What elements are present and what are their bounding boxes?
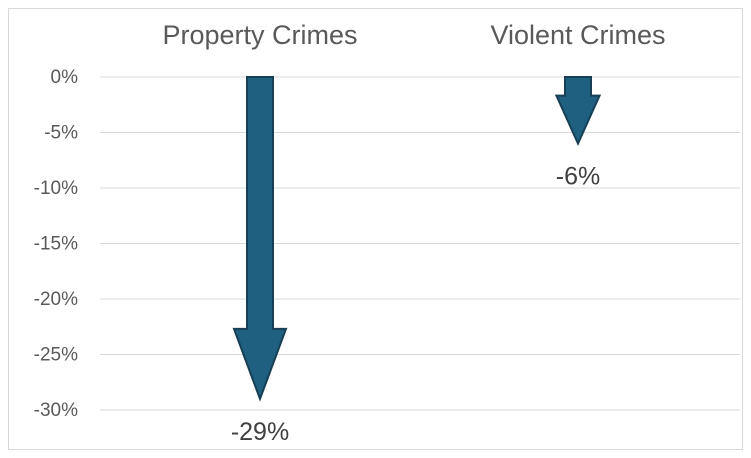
- bar-arrows: [232, 76, 602, 402]
- category-label: Violent Crimes: [490, 20, 665, 50]
- y-tick-label: -5%: [44, 123, 78, 144]
- y-tick-label: -20%: [34, 289, 78, 310]
- category-labels: Property Crimes Violent Crimes: [162, 20, 665, 50]
- chart-frame: [8, 8, 743, 450]
- category-label: Property Crimes: [162, 20, 357, 50]
- data-label: -6%: [556, 163, 600, 191]
- y-tick-label: 0%: [51, 67, 79, 88]
- y-tick-label: -15%: [34, 234, 78, 255]
- gridlines: [100, 76, 740, 411]
- y-tick-label: -25%: [34, 345, 78, 366]
- y-tick-label: -10%: [34, 178, 78, 199]
- bar-arrow: [554, 76, 602, 147]
- y-tick-label: -30%: [34, 400, 78, 421]
- bar-arrow: [232, 76, 288, 402]
- y-axis-ticks: 0% -5% -10% -15% -20% -25% -30%: [34, 67, 78, 421]
- data-label: -29%: [231, 418, 289, 446]
- data-labels: -29% -6%: [231, 163, 600, 446]
